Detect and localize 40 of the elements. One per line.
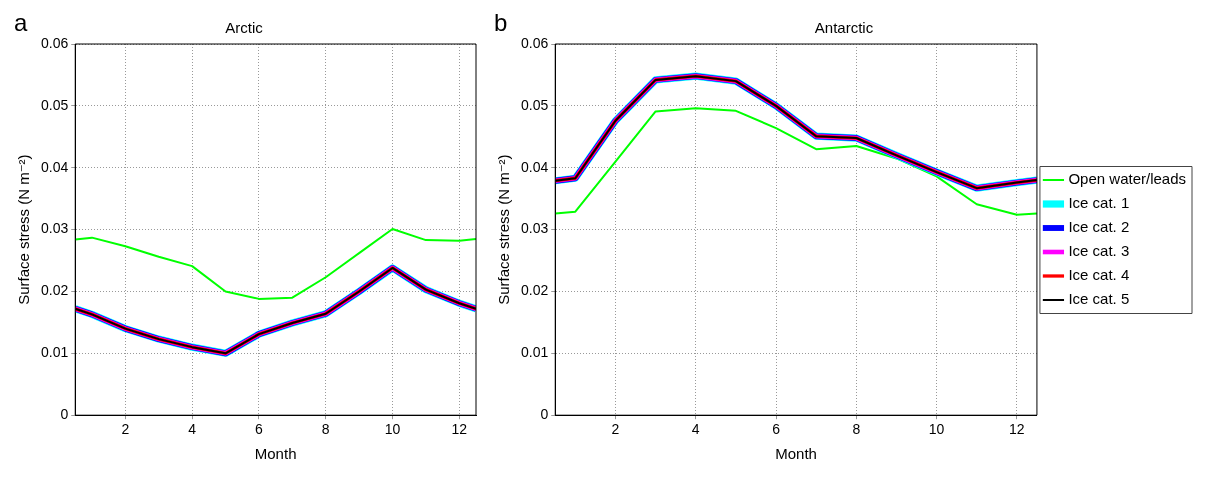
y-axis-title: Surface stress (N m⁻²) [15, 154, 33, 305]
y-tick-label: 0.01 [521, 344, 549, 361]
y-tick-label: 0.03 [521, 220, 549, 237]
x-tick-label: 2 [121, 421, 130, 438]
x-tick-label: 6 [255, 421, 264, 438]
legend-label: Ice cat. 1 [1068, 194, 1130, 212]
x-tick-label: 2 [611, 421, 620, 438]
legend-label: Open water/leads [1068, 170, 1187, 188]
y-tick-label: 0.05 [41, 96, 69, 113]
y-tick-label: 0.06 [41, 34, 69, 51]
y-tick-label: 0.04 [521, 158, 549, 175]
y-tick-label: 0 [540, 406, 549, 423]
y-tick-label: 0.02 [521, 282, 549, 299]
y-axis-title: Surface stress (N m⁻²) [495, 154, 513, 305]
y-tick-label: 0.02 [41, 282, 69, 299]
legend-label: Ice cat. 4 [1068, 266, 1130, 284]
x-axis-title: Month [254, 445, 297, 463]
x-tick-label: 6 [772, 421, 781, 438]
chart-title: Antarctic [814, 19, 874, 37]
text: a [14, 8, 28, 36]
legend-label: Ice cat. 2 [1068, 218, 1130, 236]
y-tick-label: 0.03 [41, 220, 69, 237]
x-axis-title: Month [775, 445, 817, 463]
x-tick-label: 10 [928, 421, 945, 438]
x-tick-label: 12 [451, 421, 468, 438]
y-tick-label: 0.04 [41, 158, 69, 175]
chart-title: Arctic [225, 19, 264, 37]
text: b [494, 8, 508, 36]
x-tick-label: 8 [852, 421, 861, 438]
x-tick-label: 10 [384, 421, 401, 438]
y-tick-label: 0.05 [521, 96, 549, 113]
y-tick-label: 0 [60, 406, 69, 423]
legend-label: Ice cat. 5 [1068, 290, 1130, 308]
x-tick-label: 4 [691, 421, 700, 438]
x-tick-label: 12 [1009, 421, 1025, 438]
legend-label: Ice cat. 3 [1068, 242, 1130, 260]
x-tick-label: 4 [188, 421, 197, 438]
x-tick-label: 8 [321, 421, 330, 438]
y-tick-label: 0.01 [41, 344, 69, 361]
y-tick-label: 0.06 [521, 34, 549, 51]
